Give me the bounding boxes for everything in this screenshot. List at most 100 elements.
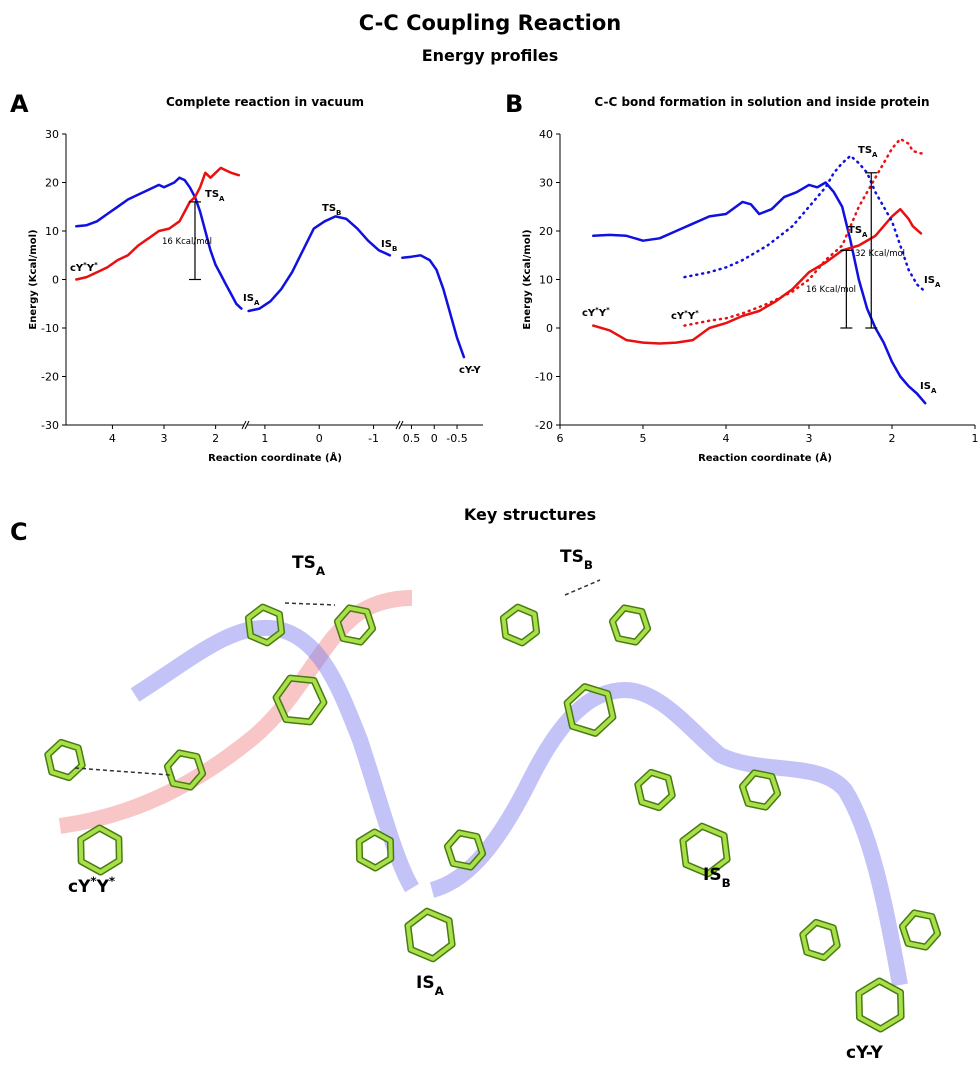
label-part: IS <box>243 293 254 304</box>
page: C-C Coupling Reaction Energy profiles A … <box>0 0 979 1068</box>
label-part: A <box>254 299 260 307</box>
label-part: B <box>336 209 341 217</box>
molecule-ring <box>612 608 647 642</box>
y-tick-label: -10 <box>41 322 59 335</box>
figure-subtitle: Energy profiles <box>422 46 559 65</box>
label-part: B <box>584 558 593 572</box>
label: ISA <box>416 973 445 998</box>
x-tick-label: 4 <box>109 432 116 445</box>
x-tick-label: 3 <box>806 432 813 445</box>
y-tick-label: -20 <box>41 371 59 384</box>
label: cY*Y* <box>70 261 98 274</box>
label: TSB <box>322 203 341 217</box>
y-tick-label: 0 <box>546 322 553 335</box>
figure-title: C-C Coupling Reaction <box>359 11 622 35</box>
chart-title: Complete reaction in vacuum <box>166 95 364 109</box>
figure: C-C Coupling Reaction Energy profiles A … <box>0 0 979 1068</box>
y-tick-label: 20 <box>45 177 59 190</box>
molecule-ring <box>742 773 777 807</box>
molecule-ring <box>408 911 452 959</box>
y-tick-label: 20 <box>539 225 553 238</box>
label: cY-Y <box>846 1043 883 1063</box>
x-axis-label: Reaction coordinate (Å) <box>698 451 832 464</box>
label-part: cY <box>671 311 685 322</box>
label-part: cY <box>70 263 84 274</box>
x-tick-label: 6 <box>557 432 564 445</box>
label-part: A <box>935 281 941 289</box>
label: TSA <box>858 145 878 159</box>
energy-bar-label: 32 Kcal/mol <box>855 249 905 259</box>
label-part: TS <box>322 203 336 214</box>
data-line <box>402 255 464 357</box>
label-part: cY <box>68 877 91 897</box>
hydrogen-bond <box>565 580 600 595</box>
panel-letter: C <box>10 518 28 546</box>
molecule-ring <box>859 981 901 1029</box>
label: TSA <box>292 553 326 578</box>
panel-letter: B <box>505 90 523 118</box>
label-part: A <box>316 564 326 578</box>
section-title: Key structures <box>464 505 596 524</box>
label-part: IS <box>381 239 392 250</box>
label-part: A <box>872 151 878 159</box>
label: cY*Y* <box>582 306 610 319</box>
energy-bar-label: 16 Kcal/mol <box>162 237 212 247</box>
label-part: B <box>392 245 397 253</box>
label-part: cY-Y <box>459 365 481 376</box>
label-part: A <box>219 195 225 203</box>
label: cY-Y <box>459 365 481 376</box>
y-tick-label: -20 <box>535 419 553 432</box>
label: ISB <box>381 239 397 253</box>
label-part: A <box>435 984 445 998</box>
label-part: * <box>695 309 699 317</box>
y-tick-label: 30 <box>539 177 553 190</box>
structure-illustration <box>48 580 938 1029</box>
molecule-ring <box>503 607 536 643</box>
molecule-ring <box>803 922 837 957</box>
y-tick-label: 40 <box>539 128 553 141</box>
x-tick-label: 1 <box>972 432 979 445</box>
label-part: * <box>109 874 115 888</box>
label-part: A <box>862 231 868 239</box>
label-part: cY <box>582 308 596 319</box>
y-tick-label: 30 <box>45 128 59 141</box>
label: ISB <box>703 865 731 890</box>
x-tick-label: 3 <box>161 432 168 445</box>
label-part: TS <box>848 225 862 236</box>
label-part: TS <box>292 553 316 573</box>
label-part: B <box>722 876 731 890</box>
panel-letter: A <box>10 90 29 118</box>
molecule-ring <box>81 828 120 872</box>
y-tick-label: 0 <box>52 274 59 287</box>
label: TSA <box>205 189 225 203</box>
x-tick-label: 5 <box>640 432 647 445</box>
hydrogen-bond <box>75 768 170 775</box>
label-part: Y <box>96 877 110 897</box>
label-part: * <box>94 261 98 269</box>
x-tick-label: 0 <box>431 432 438 445</box>
label-part: TS <box>858 145 872 156</box>
x-tick-label: -0.5 <box>446 432 467 445</box>
label: TSA <box>848 225 868 239</box>
label-part: IS <box>703 865 722 885</box>
molecule-ring <box>48 742 82 777</box>
label: ISA <box>243 293 260 307</box>
label: ISA <box>924 275 941 289</box>
y-axis-label: Energy (Kcal/mol) <box>28 229 39 329</box>
chart-title: C-C bond formation in solution and insid… <box>594 95 929 109</box>
y-tick-label: -30 <box>41 419 59 432</box>
x-tick-label: 1 <box>261 432 268 445</box>
label-part: IS <box>924 275 935 286</box>
x-tick-label: 0 <box>316 432 323 445</box>
x-tick-label: 0.5 <box>403 432 421 445</box>
label-part: TS <box>205 189 219 200</box>
energy-bar-label: 16 Kcal/mol <box>806 285 856 295</box>
x-tick-label: 2 <box>212 432 219 445</box>
label-part: IS <box>920 381 931 392</box>
label: cY*Y* <box>68 874 115 897</box>
y-tick-label: -10 <box>535 371 553 384</box>
pathway-ribbon <box>135 628 900 985</box>
molecule-ring <box>902 913 937 947</box>
label: ISA <box>920 381 937 395</box>
y-tick-label: 10 <box>45 225 59 238</box>
